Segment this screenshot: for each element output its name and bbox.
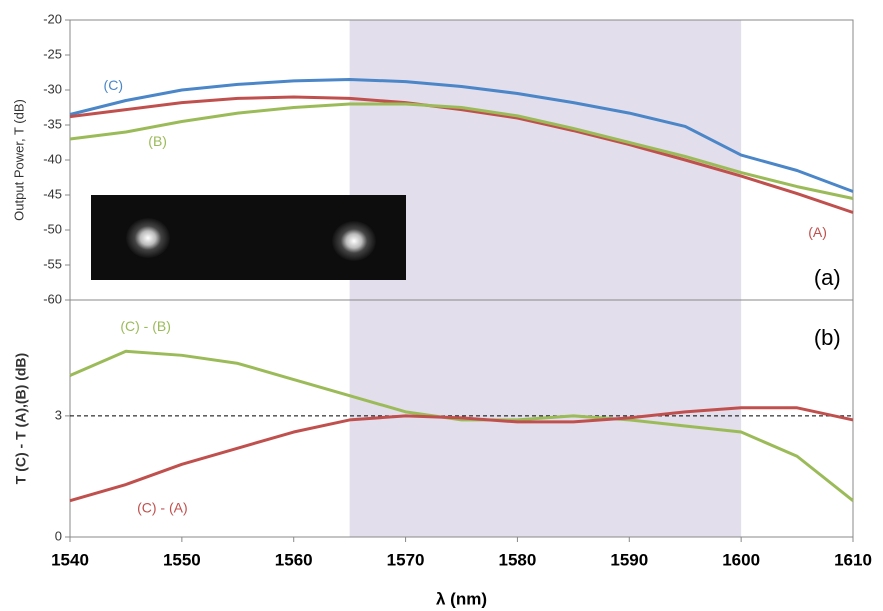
y-axis-label: T (C) - T (A),(B) (dB) [13,353,29,484]
y-tick-label: -45 [43,186,62,201]
x-axis-label: λ (nm) [436,589,487,608]
x-tick-label: 1610 [834,550,872,569]
series-line [69,349,854,502]
y-tick-label: -35 [43,116,62,131]
x-tick-label: 1570 [387,550,425,569]
y-axis-label: Output Power, T (dB) [11,99,26,221]
y-tick-label: -50 [43,221,62,236]
x-tick-label: 1540 [51,550,89,569]
y-tick-label: -25 [43,46,62,61]
y-tick-label: -55 [43,256,62,271]
annotation: (C) - (A) [137,499,188,515]
shaded-region [349,20,742,300]
series-line [69,102,854,200]
annotation: (A) [808,224,827,240]
series-line [69,95,854,214]
y-tick-label: 3 [55,407,62,422]
series-line [69,406,854,503]
annotation: (b) [814,325,841,350]
y-tick-label: -20 [43,11,62,26]
x-tick-label: 1590 [610,550,648,569]
x-tick-label: 1550 [163,550,201,569]
x-tick-label: 1600 [722,550,760,569]
y-tick-label: 0 [55,528,62,543]
y-tick-label: -40 [43,151,62,166]
y-tick-label: -30 [43,81,62,96]
x-tick-label: 1560 [275,550,313,569]
y-tick-label: -60 [43,291,62,306]
inset-image [91,195,406,280]
annotation: (C) - (B) [120,318,171,334]
annotation: (a) [814,265,841,290]
annotation: (C) [104,77,123,93]
series-line [69,78,854,193]
annotation: (B) [148,133,167,149]
x-tick-label: 1580 [499,550,537,569]
